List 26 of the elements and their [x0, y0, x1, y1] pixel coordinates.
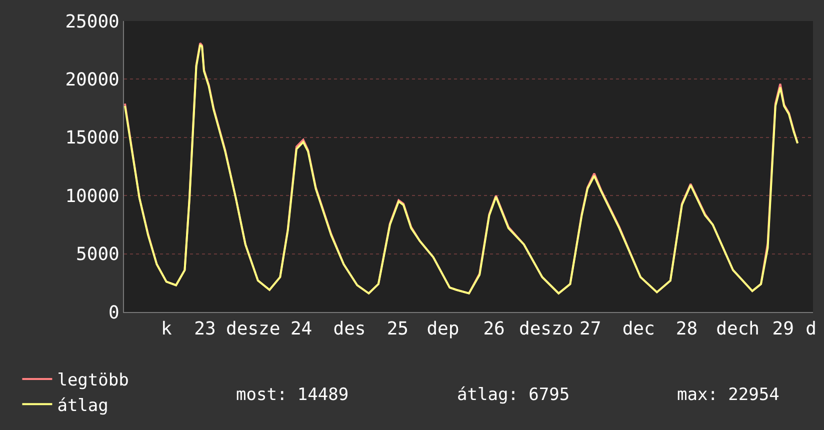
y-tick-label: 0 [108, 302, 120, 324]
legend-label: átlag [57, 396, 108, 416]
x-tick-label: deszo [518, 318, 574, 340]
x-tick-label: 28 [676, 318, 698, 340]
y-tick-label: 20000 [65, 70, 120, 90]
x-tick-label: 25 [386, 318, 409, 340]
x-tick-label: 26 [483, 318, 505, 340]
x-tick-label: des [333, 318, 366, 340]
x-tick-label: desze [226, 318, 280, 340]
y-tick-label: 25000 [65, 11, 120, 32]
x-tick-label: 24 [290, 318, 312, 340]
x-tick-label: 29 [772, 318, 794, 340]
y-tick-label: 10000 [65, 186, 120, 207]
text: max: 22954 [677, 385, 780, 405]
text: most: 14489 [236, 385, 349, 405]
x-tick-label: d [806, 318, 816, 340]
y-tick-label: 15000 [65, 128, 120, 149]
x-tick-label: dec [622, 318, 655, 340]
x-tick-label: k [160, 318, 172, 340]
x-tick-label: 23 [194, 318, 216, 340]
x-tick-label: dep [426, 318, 460, 340]
legend-label: legtöbb [57, 370, 129, 391]
x-tick-label: 27 [580, 318, 602, 340]
y-tick-label: 5000 [76, 244, 120, 266]
x-tick-label: dech [716, 318, 760, 340]
text: átlag: 6795 [457, 385, 570, 405]
